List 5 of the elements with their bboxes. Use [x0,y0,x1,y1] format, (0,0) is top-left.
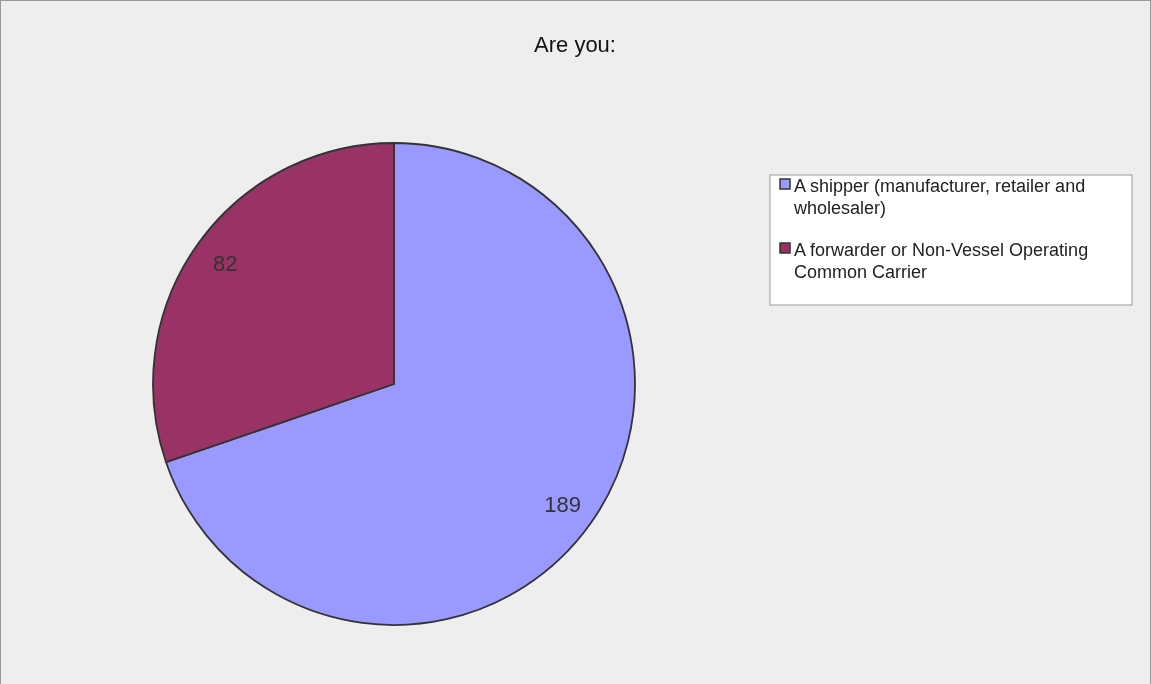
chart-title: Are you: [534,32,616,57]
data-label: 189 [544,491,582,517]
legend-label: A shipper (manufacturer, retailer and wholesaler) [793,176,1086,218]
data-label: 82 [213,251,238,277]
legend-label: A forwarder or Non-Vessel Operating Common Carrier [794,240,1089,282]
